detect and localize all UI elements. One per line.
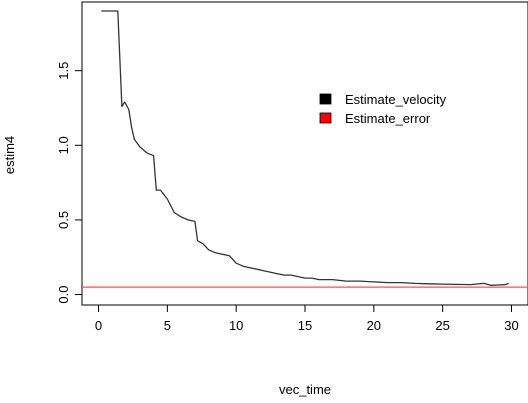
legend-label-velocity: Estimate_velocity	[345, 92, 447, 107]
y-axis-title: estim4	[2, 136, 17, 174]
series-layer	[82, 10, 528, 288]
x-tick-label: 20	[367, 318, 381, 333]
legend-swatch-velocity	[319, 93, 332, 105]
x-tick-label: 15	[298, 318, 312, 333]
y-tick-label: 0.0	[56, 286, 71, 304]
x-tick-label: 25	[435, 318, 449, 333]
legend: Estimate_velocity Estimate_error	[319, 92, 447, 126]
x-tick-label: 0	[95, 318, 102, 333]
x-tick-label: 10	[229, 318, 243, 333]
x-tick-label: 30	[504, 318, 518, 333]
y-axis: 0.0 0.5 1.0 1.5	[56, 62, 82, 304]
x-axis: 0 5 10 15 20 25 30	[95, 305, 519, 333]
velocity-line	[101, 10, 509, 286]
x-tick-label: 5	[164, 318, 171, 333]
y-tick-label: 0.5	[56, 211, 71, 229]
y-tick-label: 1.0	[56, 136, 71, 154]
y-tick-label: 1.5	[56, 62, 71, 80]
legend-label-error: Estimate_error	[345, 111, 431, 126]
legend-swatch-error	[319, 112, 332, 124]
x-axis-title: vec_time	[279, 382, 331, 397]
